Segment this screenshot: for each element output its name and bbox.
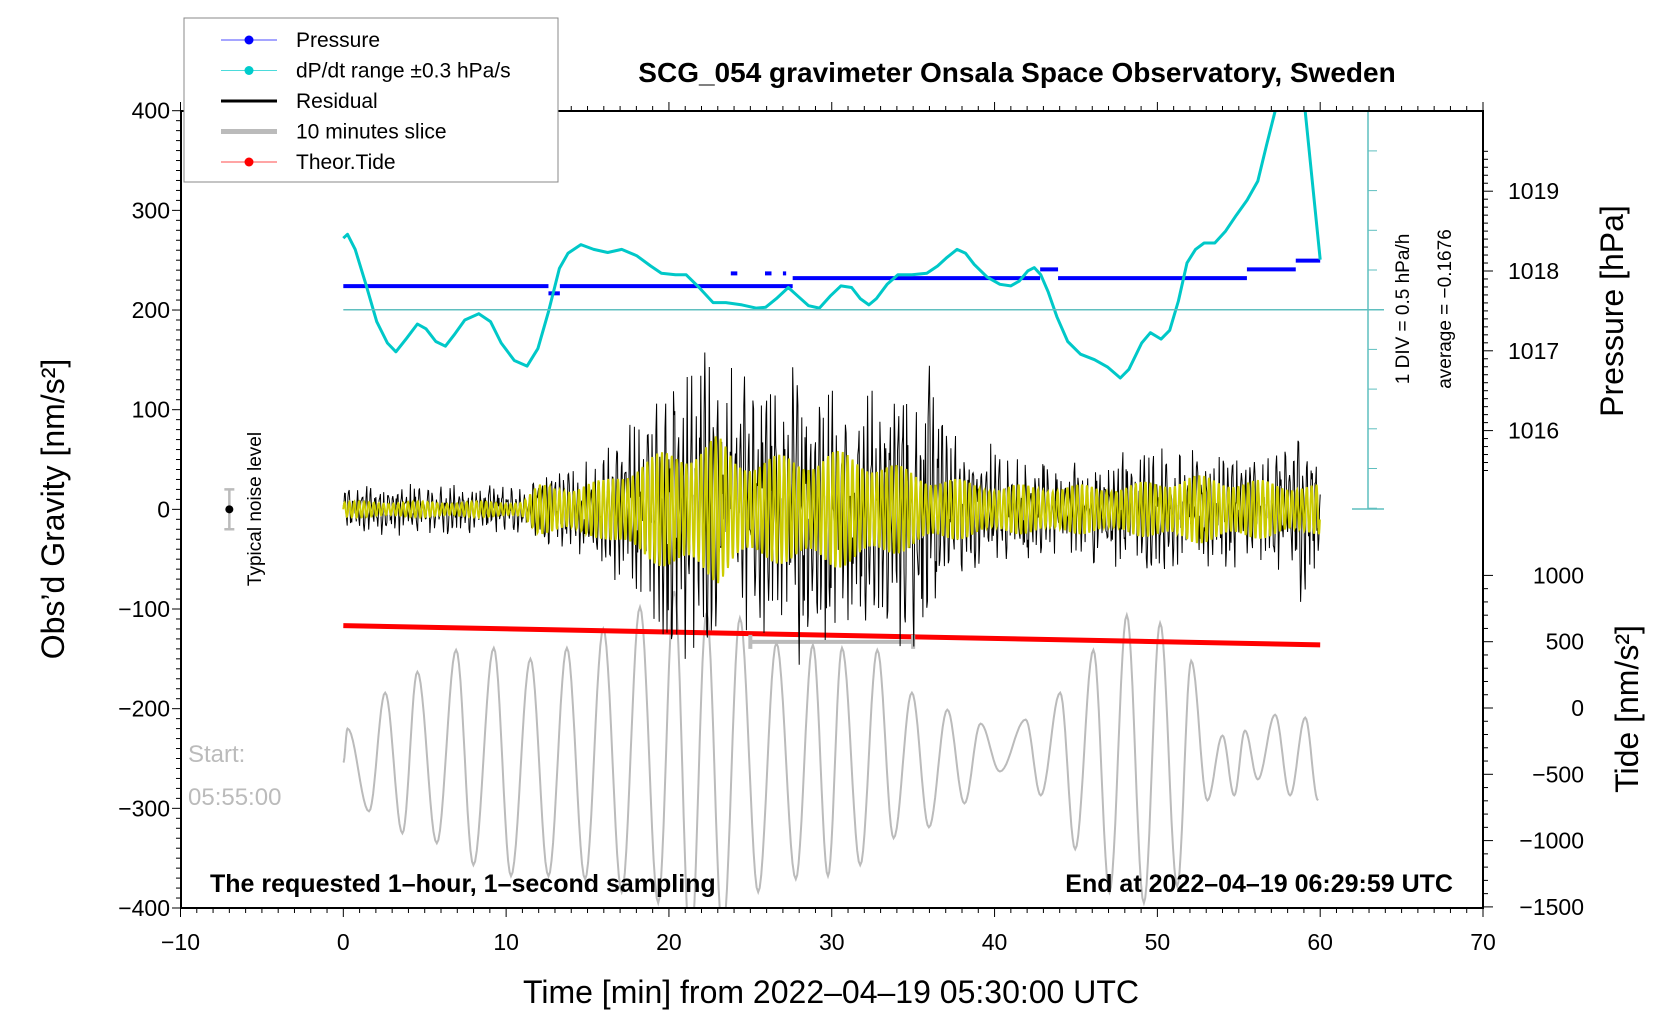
tide-tick-label: −500 [1532, 761, 1584, 787]
average-note: average = −0.1676 [1435, 229, 1456, 389]
div-note: 1 DIV = 0.5 hPa/h [1393, 234, 1414, 385]
sampling-note: The requested 1–hour, 1–second sampling [210, 870, 716, 898]
tide-line [343, 623, 1321, 648]
x-tick-label: 20 [656, 929, 682, 955]
legend-label: Residual [296, 90, 378, 113]
residual-line [342, 352, 1321, 665]
x-tick-label: −10 [161, 929, 200, 955]
legend: Pressure dP/dt range ±0.3 hPa/s Residual 10… [183, 17, 559, 183]
pressure-tick-label: 1019 [1508, 178, 1559, 204]
y-tick-label: 100 [132, 397, 170, 423]
tide-tick-label: 1000 [1533, 562, 1584, 588]
tide-tick-label: −1500 [1519, 894, 1584, 920]
y-tick-label: −100 [118, 596, 170, 622]
legend-label: 10 minutes slice [296, 121, 447, 144]
start-label: Start: [188, 741, 245, 768]
legend-marker [244, 66, 254, 75]
pressure-tick-label: 1016 [1508, 418, 1559, 444]
legend-label: Pressure [296, 29, 380, 52]
x-tick-label: 60 [1307, 929, 1333, 955]
end-note: End at 2022–04–19 06:29:59 UTC [1065, 870, 1453, 898]
x-tick-label: 10 [493, 929, 519, 955]
tide-axis-label: Tide [nm/s²] [1609, 625, 1645, 793]
legend-marker [244, 157, 254, 167]
y-tick-label: 400 [132, 98, 170, 124]
x-tick-label: 30 [819, 929, 845, 955]
y-tick-label: 0 [157, 496, 170, 522]
tide-tick-label: 500 [1546, 629, 1584, 655]
legend-marker [244, 35, 254, 45]
x-tick-label: 0 [337, 929, 350, 955]
legend-label: dP/dt range ±0.3 hPa/s [296, 60, 511, 83]
tide-tick-label: −1000 [1519, 828, 1584, 854]
chart-title: SCG_054 gravimeter Onsala Space Observat… [638, 57, 1395, 88]
tide-tick-label: 0 [1571, 695, 1584, 721]
pressure-axis-label: Pressure [hPa] [1594, 205, 1630, 417]
x-tick-label: 50 [1145, 929, 1171, 955]
x-tick-label: 70 [1470, 929, 1496, 955]
legend-label: Theor.Tide [296, 151, 396, 174]
y-tick-label: −300 [118, 795, 170, 821]
plot-area [342, 111, 1322, 908]
x-axis-label: Time [min] from 2022–04–19 05:30:00 UTC [523, 974, 1139, 1010]
filtered-line [342, 436, 1321, 584]
x-tick-label: 40 [982, 929, 1008, 955]
y-axis-label: Obs’d Gravity [nm/s²] [35, 359, 71, 660]
y-tick-label: 300 [132, 197, 170, 223]
pressure-tick-label: 1018 [1508, 258, 1559, 284]
pressure-tick-label: 1017 [1508, 338, 1559, 364]
noise-label: Typical noise level [245, 432, 266, 586]
noise-dot [225, 505, 234, 514]
slice-10min-line [342, 590, 1319, 908]
y-tick-label: 200 [132, 297, 170, 323]
y-tick-label: −400 [118, 895, 170, 921]
start-time: 05:55:00 [188, 784, 281, 811]
y-tick-label: −200 [118, 696, 170, 722]
dpdt-line [342, 111, 1322, 380]
